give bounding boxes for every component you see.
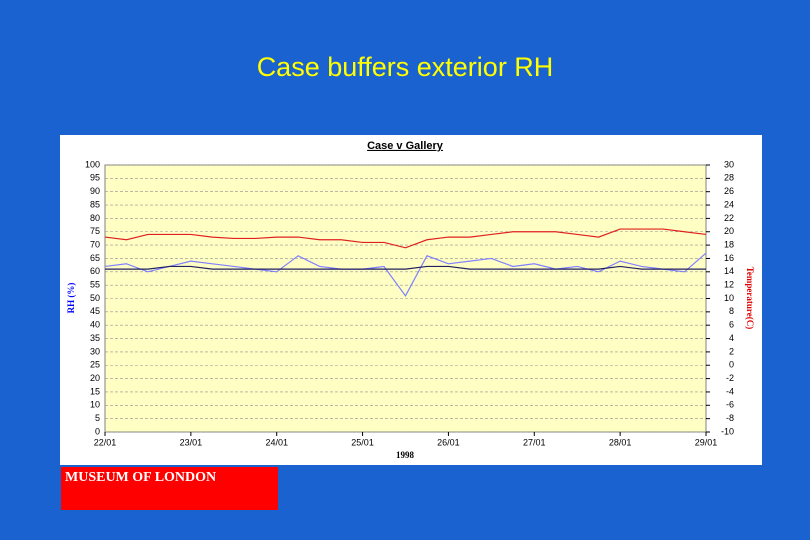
y-tick-label: 70 bbox=[90, 239, 100, 249]
y2-tick-label: -6 bbox=[726, 400, 734, 410]
y2-tick-label: 30 bbox=[724, 159, 734, 169]
y-tick-label: 10 bbox=[90, 400, 100, 410]
y2-tick-label: -10 bbox=[721, 426, 734, 436]
y-tick-label: 35 bbox=[90, 333, 100, 343]
y-tick-label: 0 bbox=[95, 426, 100, 436]
y-tick-label: 75 bbox=[90, 226, 100, 236]
slide-title: Case buffers exterior RH bbox=[256, 52, 554, 82]
y-tick-label: 50 bbox=[90, 293, 100, 303]
y2-tick-label: 28 bbox=[724, 173, 734, 183]
y2-tick-label: 20 bbox=[724, 226, 734, 236]
y2-tick-label: 18 bbox=[724, 239, 734, 249]
y2-tick-label: 4 bbox=[729, 333, 734, 343]
y2-tick-label: -2 bbox=[726, 373, 734, 383]
y2-tick-label: 0 bbox=[729, 360, 734, 370]
y-tick-label: 90 bbox=[90, 186, 100, 196]
y2-tick-label: 26 bbox=[724, 186, 734, 196]
y2-axis-label: Temperature(C) bbox=[745, 267, 755, 330]
y2-tick-label: 6 bbox=[729, 320, 734, 330]
y-tick-label: 45 bbox=[90, 306, 100, 316]
x-tick-label: 22/01 bbox=[94, 437, 117, 447]
x-tick-label: 24/01 bbox=[265, 437, 288, 447]
y2-tick-label: 16 bbox=[724, 253, 734, 263]
y-tick-label: 55 bbox=[90, 280, 100, 290]
x-tick-label: 27/01 bbox=[523, 437, 546, 447]
x-axis-label: 1998 bbox=[396, 450, 415, 460]
y-tick-label: 15 bbox=[90, 386, 100, 396]
y2-tick-label: 2 bbox=[729, 346, 734, 356]
x-tick-label: 26/01 bbox=[437, 437, 460, 447]
x-tick-label: 29/01 bbox=[695, 437, 718, 447]
y-axis-label: RH (%) bbox=[66, 283, 76, 314]
y2-tick-label: -4 bbox=[726, 386, 734, 396]
y2-tick-label: 24 bbox=[724, 199, 734, 209]
y2-tick-label: 14 bbox=[724, 266, 734, 276]
series-line bbox=[105, 265, 706, 270]
y-tick-label: 60 bbox=[90, 266, 100, 276]
logo: MUSEUM OF LONDON bbox=[61, 467, 278, 510]
y2-tick-label: -8 bbox=[726, 413, 734, 423]
y2-tick-label: 10 bbox=[724, 293, 734, 303]
x-tick-label: 23/01 bbox=[180, 437, 203, 447]
y-tick-label: 80 bbox=[90, 213, 100, 223]
y-tick-label: 20 bbox=[90, 373, 100, 383]
y-tick-label: 95 bbox=[90, 173, 100, 183]
x-tick-label: 25/01 bbox=[351, 437, 374, 447]
y2-tick-label: 8 bbox=[729, 306, 734, 316]
y-tick-label: 40 bbox=[90, 320, 100, 330]
y-tick-label: 30 bbox=[90, 346, 100, 356]
x-tick-label: 28/01 bbox=[609, 437, 632, 447]
y-tick-label: 5 bbox=[95, 413, 100, 423]
y-tick-label: 100 bbox=[85, 159, 100, 169]
chart-title: Case v Gallery bbox=[367, 140, 444, 152]
series-line bbox=[104, 228, 707, 249]
y2-tick-label: 12 bbox=[724, 280, 734, 290]
chart: Case v Gallery 1998 RH (%) Temperature(C… bbox=[60, 135, 762, 465]
y2-tick-label: 22 bbox=[724, 213, 734, 223]
y-tick-label: 85 bbox=[90, 199, 100, 209]
y-tick-label: 25 bbox=[90, 360, 100, 370]
y-tick-label: 65 bbox=[90, 253, 100, 263]
